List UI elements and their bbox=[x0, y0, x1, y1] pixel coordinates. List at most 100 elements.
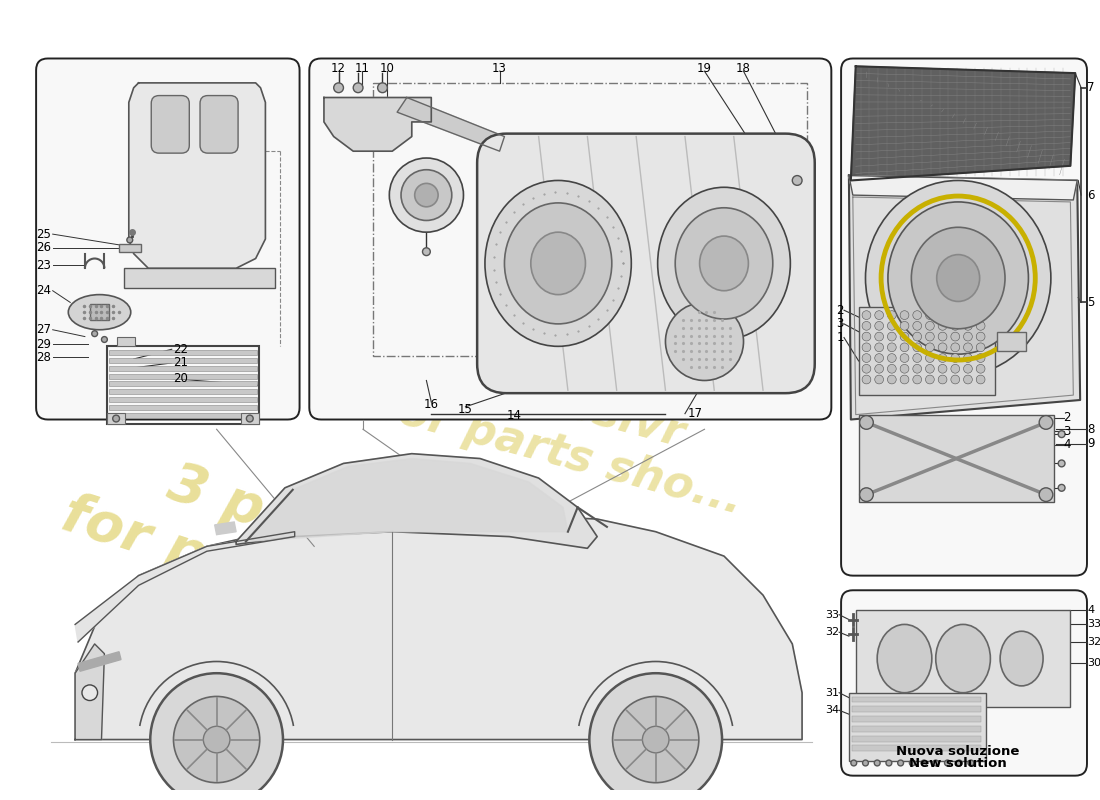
Circle shape bbox=[900, 375, 909, 384]
Circle shape bbox=[898, 760, 903, 766]
Circle shape bbox=[613, 697, 698, 782]
Bar bbox=[851, 746, 980, 751]
Circle shape bbox=[353, 83, 363, 93]
Circle shape bbox=[964, 343, 972, 352]
Text: 6: 6 bbox=[1087, 189, 1094, 202]
Text: Nuova soluzione: Nuova soluzione bbox=[896, 745, 1020, 758]
Circle shape bbox=[204, 726, 230, 753]
Circle shape bbox=[938, 332, 947, 341]
Circle shape bbox=[333, 83, 343, 93]
Circle shape bbox=[976, 343, 984, 352]
Circle shape bbox=[850, 760, 857, 766]
Circle shape bbox=[422, 248, 430, 255]
Circle shape bbox=[888, 322, 896, 330]
Circle shape bbox=[590, 674, 722, 800]
Bar bbox=[108, 346, 258, 424]
Circle shape bbox=[886, 760, 892, 766]
Polygon shape bbox=[397, 98, 505, 151]
Circle shape bbox=[976, 354, 984, 362]
FancyBboxPatch shape bbox=[309, 58, 832, 419]
Circle shape bbox=[862, 364, 871, 373]
Circle shape bbox=[925, 354, 934, 362]
Text: 28: 28 bbox=[36, 350, 51, 363]
Circle shape bbox=[913, 354, 922, 362]
Circle shape bbox=[913, 343, 922, 352]
Bar bbox=[109, 397, 256, 402]
Circle shape bbox=[950, 375, 959, 384]
Circle shape bbox=[82, 685, 98, 701]
Text: 27: 27 bbox=[35, 323, 51, 336]
Circle shape bbox=[950, 354, 959, 362]
Bar bbox=[856, 610, 1070, 707]
Circle shape bbox=[913, 364, 922, 373]
Ellipse shape bbox=[505, 203, 612, 324]
Circle shape bbox=[976, 310, 984, 319]
FancyBboxPatch shape bbox=[842, 590, 1087, 776]
Circle shape bbox=[933, 760, 938, 766]
Circle shape bbox=[910, 760, 915, 766]
Text: 10: 10 bbox=[379, 62, 395, 74]
Text: 1: 1 bbox=[836, 331, 844, 344]
Circle shape bbox=[976, 332, 984, 341]
FancyBboxPatch shape bbox=[151, 95, 189, 153]
Circle shape bbox=[925, 322, 934, 330]
Ellipse shape bbox=[911, 227, 1005, 329]
Circle shape bbox=[859, 416, 873, 430]
Circle shape bbox=[1040, 488, 1053, 502]
Circle shape bbox=[925, 332, 934, 341]
Circle shape bbox=[900, 354, 909, 362]
Circle shape bbox=[950, 332, 959, 341]
Ellipse shape bbox=[1000, 631, 1043, 686]
Circle shape bbox=[862, 310, 871, 319]
Circle shape bbox=[862, 760, 868, 766]
Text: 21: 21 bbox=[173, 357, 188, 370]
Bar bbox=[241, 413, 258, 424]
Text: 29: 29 bbox=[35, 338, 51, 351]
Circle shape bbox=[925, 310, 934, 319]
Text: 30: 30 bbox=[1087, 658, 1100, 669]
Circle shape bbox=[862, 332, 871, 341]
Text: 19: 19 bbox=[697, 62, 712, 74]
Text: 16: 16 bbox=[424, 398, 439, 411]
Circle shape bbox=[91, 330, 98, 337]
Ellipse shape bbox=[937, 254, 980, 302]
Ellipse shape bbox=[700, 236, 748, 290]
FancyBboxPatch shape bbox=[477, 134, 815, 393]
Text: 14: 14 bbox=[507, 409, 521, 422]
Circle shape bbox=[900, 310, 909, 319]
Polygon shape bbox=[849, 175, 1077, 200]
Text: 3: 3 bbox=[837, 318, 844, 330]
Circle shape bbox=[900, 332, 909, 341]
Bar bbox=[119, 244, 141, 252]
Bar bbox=[109, 358, 256, 363]
Circle shape bbox=[888, 364, 896, 373]
Circle shape bbox=[925, 343, 934, 352]
Text: 18: 18 bbox=[736, 62, 751, 74]
Circle shape bbox=[888, 332, 896, 341]
Ellipse shape bbox=[888, 202, 1028, 354]
Text: 33: 33 bbox=[825, 610, 839, 620]
Circle shape bbox=[151, 674, 283, 800]
Circle shape bbox=[950, 364, 959, 373]
Circle shape bbox=[1058, 460, 1065, 467]
Polygon shape bbox=[75, 515, 802, 739]
Text: 15: 15 bbox=[458, 403, 473, 416]
Bar bbox=[124, 268, 275, 288]
Bar bbox=[859, 307, 996, 395]
Circle shape bbox=[862, 354, 871, 362]
FancyBboxPatch shape bbox=[842, 58, 1087, 576]
Bar bbox=[851, 736, 980, 742]
Text: 24: 24 bbox=[35, 284, 51, 298]
Polygon shape bbox=[850, 66, 1076, 181]
Circle shape bbox=[874, 364, 883, 373]
Polygon shape bbox=[246, 458, 568, 542]
Circle shape bbox=[968, 760, 974, 766]
Circle shape bbox=[888, 310, 896, 319]
Circle shape bbox=[925, 375, 934, 384]
Circle shape bbox=[976, 375, 984, 384]
Circle shape bbox=[874, 322, 883, 330]
Text: 22: 22 bbox=[173, 342, 188, 356]
Text: 11: 11 bbox=[354, 62, 370, 74]
Circle shape bbox=[938, 375, 947, 384]
Polygon shape bbox=[849, 175, 1080, 419]
